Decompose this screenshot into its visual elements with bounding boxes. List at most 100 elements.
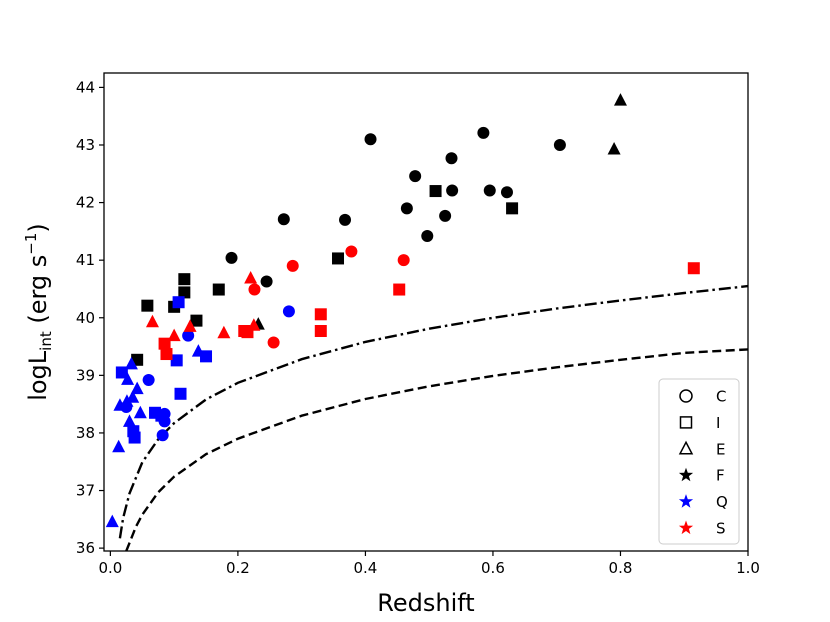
limit-curves [118,284,748,551]
data-point-i-s [314,325,327,338]
data-point-i-q [127,425,140,438]
y-axis-label-exponent: −1 [22,233,40,255]
data-point-e-s [247,318,261,331]
y-tick-label: 41 [76,251,95,269]
y-tick-label: 40 [76,309,95,327]
data-point-c-f [500,186,513,199]
data-point-e-q [123,414,137,427]
legend-marker-f [678,467,694,482]
data-point-c-f [439,209,452,222]
data-point-c-f [483,184,496,197]
y-tick-label: 39 [76,366,95,384]
x-tick-label: 0.8 [609,559,633,577]
data-point-i-f [212,283,225,296]
data-point-c-s [345,245,358,258]
x-tick-label: 0.6 [481,559,505,577]
data-point-c-q [282,305,295,318]
y-axis: 36 37 38 39 40 41 42 43 44 [76,78,104,557]
data-point-i-f [178,273,191,286]
data-point-c-q [156,429,169,442]
data-point-e-s [244,271,258,284]
data-point-e-q [124,356,138,370]
x-tick-label: 0.2 [226,559,250,577]
data-point-i-f [332,252,345,265]
data-point-i-s [158,337,171,350]
y-axis-label-unit: (erg s [24,255,52,332]
y-tick-label: 36 [76,539,95,557]
legend-label-e: E [716,440,725,458]
y-axis-label: logLint (erg s−1) [22,223,55,401]
data-point-e-q [133,405,147,419]
x-axis-label: Redshift [377,589,474,617]
data-point-i-s [687,262,700,275]
legend-label-c: C [716,388,726,406]
x-tick-label: 1.0 [736,559,760,577]
data-point-i-s [314,308,327,321]
data-point-c-f [277,213,290,226]
plot-frame [103,72,749,552]
data-point-i-q [115,366,128,379]
data-point-c-s [286,259,299,272]
y-tick-label: 43 [76,136,95,154]
data-point-c-s [267,336,280,349]
data-point-e-q [120,394,134,407]
data-point-i-f [178,286,191,299]
legend-marker-e [678,440,694,455]
data-point-c-f [339,213,352,226]
legend-label-q: Q [716,493,728,511]
data-point-i-q [172,296,185,309]
data-point-c-f [446,184,459,197]
data-point-e-q [113,398,127,411]
limit-curve-dashed [125,348,748,551]
y-tick-label: 42 [76,194,95,212]
limit-curve-dashdot [118,284,748,539]
y-tick-label: 38 [76,424,95,442]
data-point-c-s [397,254,410,267]
data-point-i-q [170,354,183,367]
data-point-c-f [409,170,422,183]
data-point-e-q [130,381,144,395]
legend-marker-c [679,389,693,403]
data-point-c-f [260,275,273,288]
data-point-e-q [121,372,135,385]
x-axis: 0.0 0.2 0.4 0.6 0.8 1.0 [98,551,760,577]
legend-marker-s [678,520,694,535]
x-tick-label: 0.0 [98,559,122,577]
data-point-c-f [477,126,490,139]
data-point-i-s [238,325,251,338]
y-axis-label-main: logL [24,350,52,401]
data-point-i-s [393,283,406,296]
y-tick-label: 37 [76,482,95,500]
data-point-c-f [553,138,566,151]
data-point-e-q [112,439,126,453]
data-point-c-q [182,329,195,342]
legend-label-f: F [716,467,725,485]
data-point-i-q [174,387,187,400]
data-point-e-q [191,344,205,357]
y-axis-label-sub: int [37,331,55,351]
data-point-i-s [160,348,173,361]
data-point-c-f [445,152,458,165]
data-point-i-f [141,299,154,312]
data-point-i-f [429,185,442,198]
data-point-c-f [400,202,413,215]
data-point-i-f [190,314,203,327]
data-point-c-f [421,229,434,242]
data-point-c-s [248,283,261,296]
legend-label-i: I [716,414,720,432]
data-point-e-s [145,314,159,328]
data-point-e-q [105,514,119,528]
legend-marker-q [678,494,694,508]
x-tick-label: 0.4 [353,559,377,577]
data-point-e-f [613,93,627,106]
data-points [105,93,700,528]
legend-box [658,378,740,545]
legend-label-s: S [716,520,726,538]
data-point-i-f [506,202,519,215]
data-point-e-s [167,328,181,342]
data-point-c-f [225,251,238,264]
data-point-e-s [217,325,231,339]
data-point-c-f [364,133,377,146]
data-point-e-s [183,319,197,332]
